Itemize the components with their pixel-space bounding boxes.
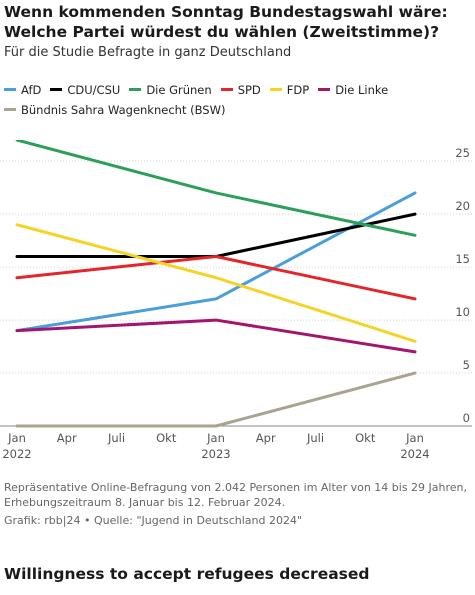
chart-title: Wenn kommenden Sonntag Bundestagswahl wä… <box>4 3 448 41</box>
legend-item: Die Grünen <box>129 80 212 100</box>
legend-label: FDP <box>286 83 310 97</box>
x-tick-label: Jan <box>405 431 424 445</box>
series-line <box>15 318 417 354</box>
y-tick-label: 15 <box>455 252 470 266</box>
x-tick-label: Jan <box>7 431 26 445</box>
legend-item: FDP <box>269 80 310 100</box>
legend-label: Die Linke <box>335 83 389 97</box>
chart-legend: AfD CDU/CSU Die Grünen SPD FDP Die Linke Bündn… <box>4 80 472 120</box>
y-tick-label: 25 <box>455 146 470 160</box>
legend-swatch <box>318 88 331 91</box>
x-tick-year-label: 2022 <box>2 447 31 461</box>
y-tick-label: 20 <box>455 199 470 213</box>
series-line <box>15 191 417 333</box>
x-tick-label: Juli <box>107 431 125 445</box>
legend-label: AfD <box>21 83 42 97</box>
legend-label: Bündnis Sahra Wagenknecht (BSW) <box>21 103 226 117</box>
legend-item: Bündnis Sahra Wagenknecht (BSW) <box>4 100 225 120</box>
series-line <box>15 212 417 259</box>
y-tick-label: 0 <box>463 411 470 425</box>
x-tick-label: Apr <box>256 431 276 445</box>
legend-item: CDU/CSU <box>50 80 120 100</box>
chart-subtitle: Für die Studie Befragte in ganz Deutschl… <box>4 45 292 60</box>
legend-item: SPD <box>220 80 261 100</box>
x-tick-label: Apr <box>57 431 77 445</box>
legend-swatch <box>129 88 142 91</box>
series-line <box>15 255 417 301</box>
legend-swatch <box>220 88 233 91</box>
x-tick-label: Okt <box>156 431 177 445</box>
x-tick-year-label: 2023 <box>201 447 230 461</box>
source-credit: Grafik: rbb|24 • Quelle: "Jugend in Deut… <box>4 514 303 527</box>
x-tick-label: Juli <box>306 431 324 445</box>
methodology-note: Repräsentative Online-Befragung von 2.04… <box>4 481 468 509</box>
next-article-heading: Willingness to accept refugees decreased <box>4 565 370 583</box>
line-chart: 0 5 10 15 20 25 Jan 2022 Apr Juli Okt Jan 2023 Apr Jul… <box>0 140 472 461</box>
legend-swatch <box>4 108 16 111</box>
legend-item: AfD <box>4 80 41 100</box>
legend-label: CDU/CSU <box>67 83 121 97</box>
series-line <box>15 223 417 343</box>
x-tick-label: Jan <box>206 431 225 445</box>
series-line <box>15 140 417 237</box>
y-tick-label: 5 <box>463 358 470 372</box>
legend-swatch <box>269 88 282 91</box>
series-line <box>15 371 417 428</box>
legend-label: SPD <box>237 83 261 97</box>
legend-swatch <box>4 88 16 91</box>
y-tick-label: 10 <box>455 305 470 319</box>
legend-item: Die Linke <box>318 80 388 100</box>
legend-label: Die Grünen <box>146 83 212 97</box>
legend-swatch <box>50 88 63 91</box>
x-tick-year-label: 2024 <box>400 447 429 461</box>
x-tick-label: Okt <box>355 431 376 445</box>
